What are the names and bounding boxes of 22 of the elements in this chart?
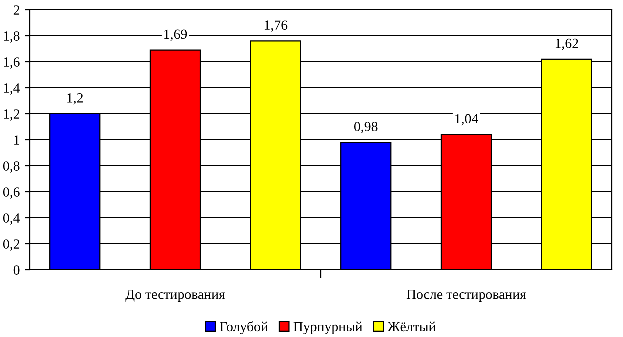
data-label: 1,76 xyxy=(264,20,288,32)
data-label: 1,04 xyxy=(456,114,478,126)
y-tick-label: 1 xyxy=(14,136,20,145)
y-tick-label: 1,4 xyxy=(4,84,20,95)
y-tick-label: 1,2 xyxy=(4,110,20,121)
y-tick-label: 0,8 xyxy=(3,162,20,173)
data-label: 1,62 xyxy=(556,38,578,50)
x-tick-label: После тестирования xyxy=(406,290,526,302)
y-tick-label: 0,2 xyxy=(3,240,20,251)
y-tick-label: 1,8 xyxy=(4,32,20,43)
data-label: 1,69 xyxy=(164,30,188,42)
y-tick-label: 0,6 xyxy=(3,188,20,199)
y-tick-label: 1,6 xyxy=(4,58,20,69)
x-tick-label: До тестирования xyxy=(126,290,226,302)
y-tick-label: 0,4 xyxy=(3,214,20,225)
legend-label: Жёлтый xyxy=(388,322,436,332)
data-label: 1,2 xyxy=(68,94,84,105)
data-label: 0,98 xyxy=(354,122,378,134)
y-tick-label: 0 xyxy=(14,266,20,275)
legend-label: Голубой xyxy=(220,322,268,334)
y-tick-label: 2 xyxy=(14,6,20,15)
legend-label: Пурпурный xyxy=(294,322,362,334)
